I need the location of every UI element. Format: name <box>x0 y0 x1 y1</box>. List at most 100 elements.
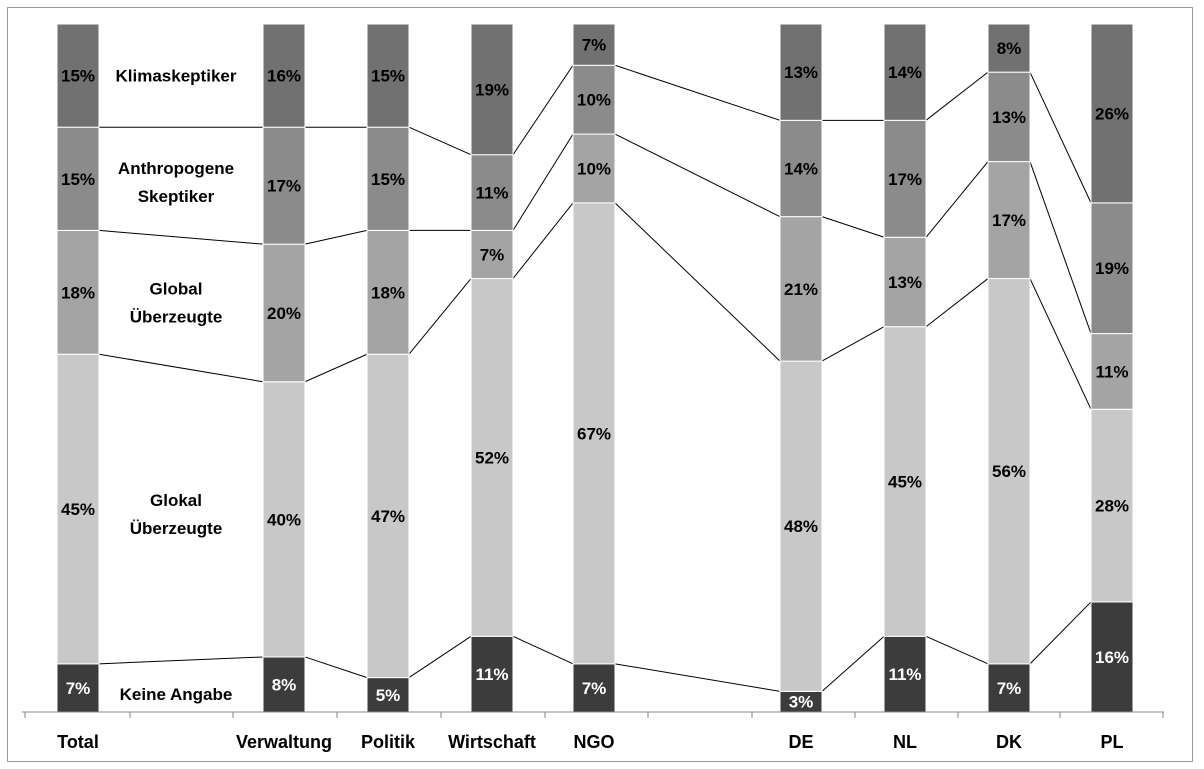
data-label: 11% <box>1095 362 1128 381</box>
bar-segment-keine-angabe <box>470 635 514 713</box>
connector-line <box>1029 601 1092 665</box>
connector-line <box>512 133 574 231</box>
data-label: 7% <box>582 36 607 55</box>
bar-segment-klimaskeptiker <box>1090 23 1134 204</box>
bar-segment-klimaskeptiker <box>366 23 410 128</box>
connector-line <box>614 202 781 362</box>
data-label: 17% <box>992 211 1026 230</box>
data-label: 14% <box>784 159 818 178</box>
bar-segment-glokal-berzeugte <box>1090 408 1134 603</box>
data-label: 16% <box>267 67 301 86</box>
connector-line <box>821 216 885 238</box>
bar-segment-global-berzeugte <box>56 229 100 355</box>
connector-line <box>408 635 472 679</box>
bar-segment-global-berzeugte <box>779 216 823 362</box>
data-label: 17% <box>888 170 922 189</box>
data-label: 48% <box>784 517 818 536</box>
data-label: 45% <box>61 500 95 519</box>
data-label: 67% <box>577 424 611 443</box>
bar-segment-glokal-berzeugte <box>883 326 927 637</box>
data-label: 8% <box>272 675 297 694</box>
data-label: 5% <box>376 686 401 705</box>
bar-segment-anthropogene-skeptiker <box>883 119 927 238</box>
connector-line <box>512 635 574 665</box>
bar-segment-glokal-berzeugte <box>262 381 306 658</box>
series-label: Keine Angabe <box>120 685 233 704</box>
bar-segment-anthropogene-skeptiker <box>1090 202 1134 335</box>
connector-line <box>1029 161 1092 334</box>
connector-line <box>821 635 885 692</box>
bar-segment-keine-angabe <box>366 677 410 713</box>
bar-segment-keine-angabe <box>262 656 306 713</box>
connector-line <box>925 278 989 328</box>
series-label: Klimaskeptiker <box>116 67 237 86</box>
data-label: 28% <box>1095 497 1129 516</box>
bar-segment-global-berzeugte <box>1090 333 1134 410</box>
data-label: 11% <box>475 184 508 203</box>
series-label: Skeptiker <box>138 187 215 206</box>
data-label: 10% <box>577 91 611 110</box>
connector-line <box>1029 278 1092 410</box>
connector-line <box>304 229 368 245</box>
x-tick-label: Politik <box>361 732 416 752</box>
data-label: 45% <box>888 473 922 492</box>
bar-segment-klimaskeptiker <box>883 23 927 121</box>
x-tick-label: NGO <box>573 732 614 752</box>
connector-line <box>98 229 264 245</box>
series-label: Überzeugte <box>130 308 223 327</box>
bar-segment-keine-angabe <box>987 663 1031 713</box>
connector-line <box>408 126 472 156</box>
data-label: 18% <box>61 283 95 302</box>
data-label: 11% <box>888 665 921 684</box>
connector-line <box>925 71 989 121</box>
bar-segment-anthropogene-skeptiker <box>779 119 823 218</box>
data-label: 52% <box>475 448 509 467</box>
data-label: 11% <box>475 665 508 684</box>
connector-line <box>304 353 368 383</box>
x-tick-label: PL <box>1100 732 1123 752</box>
bar-segment-klimaskeptiker <box>262 23 306 128</box>
connector-line <box>614 663 781 692</box>
connector-line <box>614 64 781 121</box>
bar-segment-klimaskeptiker <box>572 23 616 66</box>
bar-segment-global-berzeugte <box>470 229 514 280</box>
data-label: 47% <box>371 507 405 526</box>
data-label: 8% <box>997 39 1022 58</box>
x-tick-label: DE <box>788 732 813 752</box>
data-label: 16% <box>1095 648 1129 667</box>
data-label: 21% <box>784 280 818 299</box>
bar-segment-anthropogene-skeptiker <box>366 126 410 231</box>
data-label: 10% <box>577 159 611 178</box>
data-label: 14% <box>888 63 922 82</box>
data-label: 15% <box>371 67 405 86</box>
data-label: 15% <box>371 170 405 189</box>
data-label: 15% <box>61 170 95 189</box>
bar-segment-global-berzeugte <box>987 161 1031 280</box>
connector-line <box>614 133 781 218</box>
data-label: 19% <box>475 80 509 99</box>
bar-segment-anthropogene-skeptiker <box>572 64 616 135</box>
bar-segment-global-berzeugte <box>262 243 306 383</box>
connector-line <box>98 353 264 383</box>
series-label: Global <box>150 280 203 299</box>
data-label: 7% <box>66 679 91 698</box>
x-tick-label: DK <box>996 732 1022 752</box>
bar-segment-anthropogene-skeptiker <box>470 154 514 231</box>
bar-segment-glokal-berzeugte <box>56 353 100 665</box>
data-label: 3% <box>789 693 814 712</box>
bar-segment-global-berzeugte <box>572 133 616 204</box>
bar-segment-keine-angabe <box>572 663 616 713</box>
data-label: 13% <box>888 273 922 292</box>
x-tick-label: Verwaltung <box>236 732 332 752</box>
connector-line <box>512 65 574 155</box>
data-label: 26% <box>1095 104 1129 123</box>
connector-line <box>925 635 989 665</box>
x-tick-label: NL <box>893 732 917 752</box>
bar-segment-klimaskeptiker <box>987 23 1031 73</box>
data-label: 13% <box>784 63 818 82</box>
x-tick-label: Total <box>57 732 99 752</box>
connector-line <box>925 161 989 238</box>
bar-segment-glokal-berzeugte <box>987 278 1031 665</box>
bar-segment-glokal-berzeugte <box>366 353 410 679</box>
data-label: 19% <box>1095 259 1129 278</box>
